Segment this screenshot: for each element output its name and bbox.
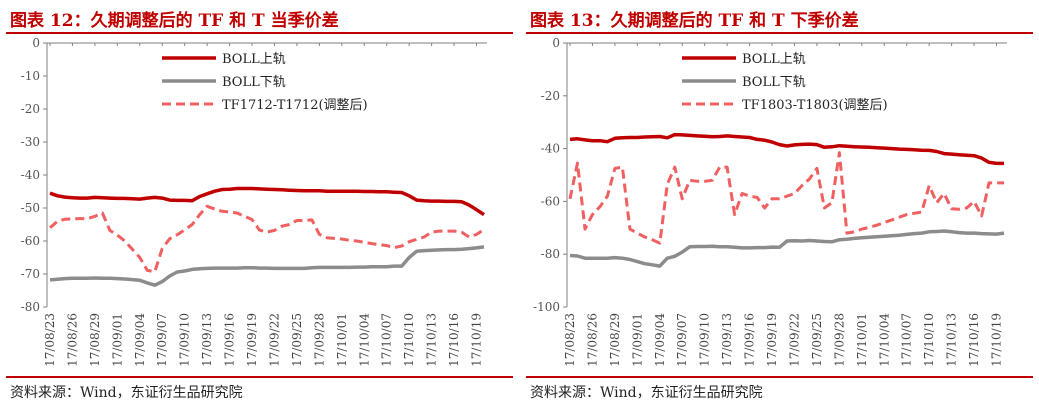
legend-label: TF1803-T1803(调整后) — [742, 98, 888, 113]
x-tick-label: 17/09/16 — [743, 313, 757, 367]
x-tick-label: 17/10/01 — [335, 313, 349, 367]
x-tick-label: 17/10/13 — [945, 313, 959, 367]
y-tick-label: -40 — [541, 142, 560, 156]
x-tick-label: 17/10/10 — [402, 313, 416, 367]
x-tick-label: 17/09/19 — [765, 313, 779, 367]
series-line — [49, 245, 485, 287]
x-tick-label: 17/10/07 — [380, 313, 394, 367]
x-tick-label: 17/08/29 — [88, 313, 102, 367]
legend-label: BOLL下轨 — [222, 75, 286, 90]
y-tick-label: -70 — [21, 267, 40, 281]
legend-label: TF1712-T1712(调整后) — [222, 98, 368, 113]
source-note: 资料来源：Wind，东证衍生品研究院 — [10, 385, 243, 401]
y-tick-label: -10 — [21, 69, 40, 83]
x-tick-label: 17/09/22 — [787, 313, 801, 367]
x-tick-label: 17/08/26 — [65, 313, 79, 367]
x-tick-label: 17/09/07 — [675, 313, 689, 367]
x-tick-label: 17/08/23 — [43, 313, 57, 367]
x-tick-label: 17/09/25 — [810, 313, 824, 367]
x-tick-label: 17/10/10 — [922, 313, 936, 367]
title-rule — [6, 32, 513, 34]
y-tick-label: 0 — [552, 36, 560, 50]
y-tick-label: -100 — [533, 300, 560, 314]
x-tick-label: 17/09/28 — [832, 313, 846, 367]
footer-rule — [526, 376, 1033, 378]
x-tick-label: 17/09/10 — [698, 313, 712, 367]
x-tick-label: 17/08/26 — [585, 313, 599, 367]
y-tick-label: -50 — [21, 201, 40, 215]
x-tick-label: 17/10/13 — [425, 313, 439, 367]
legend-label: BOLL上轨 — [742, 52, 806, 67]
x-tick-label: 17/09/13 — [200, 313, 214, 367]
y-tick-label: -20 — [21, 102, 40, 116]
x-tick-label: 17/10/04 — [877, 313, 891, 367]
x-tick-label: 17/10/19 — [990, 313, 1004, 367]
series-line — [569, 132, 1004, 166]
x-tick-label: 17/09/16 — [223, 313, 237, 367]
source-note: 资料来源：Wind，东证衍生品研究院 — [530, 385, 763, 401]
x-tick-label: 17/08/23 — [563, 313, 577, 367]
x-tick-label: 17/10/16 — [447, 313, 461, 367]
x-tick-label: 17/09/04 — [653, 313, 667, 367]
x-tick-label: 17/09/07 — [155, 313, 169, 367]
chart-panel-13: 图表 13：久期调整后的 TF 和 T 下季价差 0 -20 -40 -60 -80 -1… — [520, 0, 1039, 411]
series-line — [49, 204, 485, 274]
y-tick-label: -60 — [541, 194, 560, 208]
series-line — [569, 229, 1005, 268]
y-tick-label: -20 — [541, 89, 560, 103]
series-line — [568, 151, 1004, 245]
x-tick-label: 17/10/19 — [470, 313, 484, 367]
x-tick-label: 17/09/28 — [312, 313, 326, 367]
x-tick-label: 17/09/10 — [178, 313, 192, 367]
x-tick-label: 17/09/04 — [133, 313, 147, 367]
x-tick-label: 17/09/01 — [110, 313, 124, 367]
x-tick-label: 17/10/04 — [357, 313, 371, 367]
y-tick-label: -80 — [21, 300, 40, 314]
x-tick-label: 17/09/22 — [267, 313, 281, 367]
x-tick-label: 17/09/25 — [290, 313, 304, 367]
x-tick-label: 17/10/16 — [967, 313, 981, 367]
chart-title: 图表 13：久期调整后的 TF 和 T 下季价差 — [530, 11, 859, 31]
chart-panel-12: 图表 12：久期调整后的 TF 和 T 当季价差 0 -10 -20 -30 -40 -5… — [0, 0, 519, 411]
y-tick-label: -30 — [21, 135, 40, 149]
x-tick-label: 17/09/19 — [245, 313, 259, 367]
y-tick-label: -80 — [541, 247, 560, 261]
x-tick-label: 17/10/01 — [855, 313, 869, 367]
title-rule — [526, 32, 1033, 34]
x-tick-label: 17/10/07 — [900, 313, 914, 367]
x-tick-label: 17/09/01 — [630, 313, 644, 367]
series-line — [49, 186, 485, 217]
y-tick-label: -60 — [21, 234, 40, 248]
x-tick-label: 17/08/29 — [608, 313, 622, 367]
footer-rule — [6, 376, 513, 378]
y-tick-label: -40 — [21, 168, 40, 182]
x-tick-label: 17/09/13 — [720, 313, 734, 367]
legend-label: BOLL下轨 — [742, 75, 806, 90]
legend-label: BOLL上轨 — [222, 52, 286, 67]
y-tick-label: 0 — [32, 36, 40, 50]
chart-title: 图表 12：久期调整后的 TF 和 T 当季价差 — [10, 11, 339, 31]
